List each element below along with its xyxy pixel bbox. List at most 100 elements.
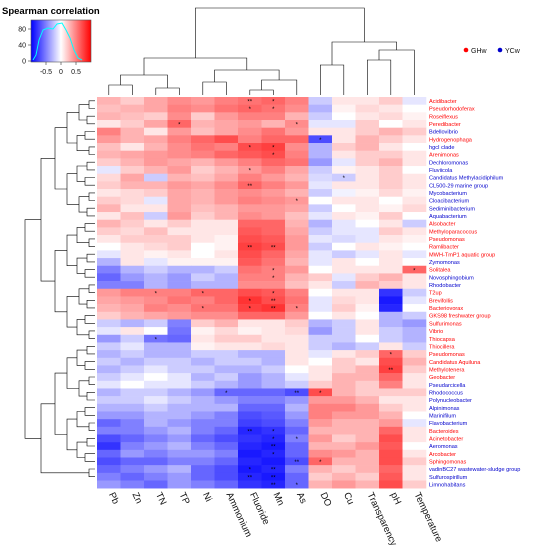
heatmap-cell xyxy=(285,104,309,113)
heatmap-cell xyxy=(120,204,145,213)
heatmap-cell xyxy=(379,143,403,151)
heatmap-cell xyxy=(214,396,239,405)
heatmap-cell xyxy=(167,396,192,405)
heatmap-cell xyxy=(332,120,356,128)
heatmap-cell xyxy=(191,442,215,451)
significance-star: * xyxy=(249,107,252,113)
heatmap-cell xyxy=(97,373,121,382)
heatmap-cell xyxy=(238,189,262,198)
heatmap-cell xyxy=(191,158,215,167)
row-label: Cloacibacterium xyxy=(429,199,469,205)
heatmap-cell xyxy=(120,196,145,205)
row-label: Candidatus Methylacidiphilum xyxy=(429,176,504,182)
heatmap-cell xyxy=(167,357,192,366)
heatmap-cell xyxy=(120,480,145,489)
heatmap-cell xyxy=(355,388,380,397)
heatmap-cell xyxy=(144,457,168,466)
significance-star: * xyxy=(178,123,181,129)
density-tick-label: 0 xyxy=(22,59,26,66)
heatmap-cell xyxy=(191,327,215,336)
heatmap-cell xyxy=(214,373,239,382)
heatmap-cell xyxy=(332,97,356,105)
heatmap-cell xyxy=(144,365,168,374)
heatmap-cell xyxy=(97,304,121,313)
column-dendrogram-branch xyxy=(367,59,392,95)
heatmap-cell xyxy=(120,219,145,228)
significance-star: ** xyxy=(388,368,393,374)
heatmap-cell xyxy=(144,311,168,320)
row-label: Rhodobacter xyxy=(429,283,461,289)
heatmap-cell xyxy=(97,442,121,451)
heatmap-cell xyxy=(261,357,286,366)
heatmap-cell xyxy=(97,380,121,389)
heatmap-cell xyxy=(355,135,380,144)
significance-star: ** xyxy=(247,475,252,481)
heatmap-cell xyxy=(191,196,215,205)
heatmap-cell xyxy=(379,212,403,221)
heatmap-cell xyxy=(97,319,121,328)
heatmap-cell xyxy=(144,189,168,198)
heatmap-cell xyxy=(402,411,427,420)
heatmap-cell xyxy=(167,442,192,451)
heatmap-cell xyxy=(191,365,215,374)
heatmap-cell xyxy=(261,158,286,167)
column-dendrogram-branch xyxy=(320,64,345,95)
group-marker xyxy=(497,47,503,53)
heatmap-cell xyxy=(144,166,168,174)
heatmap-cell xyxy=(238,457,262,466)
heatmap-cell xyxy=(97,120,121,128)
heatmap-cell xyxy=(97,250,121,259)
heatmap-cell xyxy=(355,380,380,389)
heatmap-cell xyxy=(285,196,309,205)
heatmap-cell xyxy=(261,411,286,420)
heatmap-cell xyxy=(285,250,309,259)
heatmap-cell xyxy=(214,288,239,297)
heatmap-cell xyxy=(238,334,262,343)
heatmap-cell xyxy=(167,457,192,466)
heatmap-cell xyxy=(332,388,356,397)
heatmap-cell xyxy=(261,173,286,182)
heatmap-cell xyxy=(402,212,427,221)
heatmap-cell xyxy=(285,442,309,451)
heatmap-cell xyxy=(238,181,262,190)
heatmap-cell xyxy=(120,120,145,128)
significance-star: * xyxy=(319,138,322,144)
heatmap-cell xyxy=(214,227,239,236)
heatmap-cell xyxy=(402,112,427,121)
heatmap-cell xyxy=(285,472,309,481)
heatmap-cell xyxy=(308,480,333,489)
heatmap-cell xyxy=(167,242,192,251)
heatmap-cell xyxy=(167,196,192,205)
heatmap-cell xyxy=(355,250,380,259)
heatmap-cell xyxy=(379,158,403,167)
heatmap-cell xyxy=(191,403,215,412)
heatmap-cell xyxy=(167,350,192,359)
heatmap-cell xyxy=(167,449,192,458)
heatmap-cell xyxy=(379,97,403,105)
significance-star: * xyxy=(343,176,346,182)
significance-star: * xyxy=(249,169,252,175)
row-label: Limnohabitans xyxy=(429,482,466,488)
heatmap-cell xyxy=(238,173,262,182)
heatmap-cell xyxy=(332,181,356,190)
heatmap-cell xyxy=(214,296,239,305)
heatmap-cell xyxy=(191,219,215,228)
heatmap-cell xyxy=(214,357,239,366)
heatmap-cell xyxy=(261,296,286,305)
heatmap-cell xyxy=(332,212,356,221)
heatmap-cell xyxy=(285,304,309,313)
heatmap-cell xyxy=(214,419,239,428)
heatmap-cell xyxy=(332,449,356,458)
heatmap-cell xyxy=(261,196,286,205)
row-label: Fluviicola xyxy=(429,168,453,174)
row-dendrogram-branch xyxy=(86,253,95,263)
heatmap-cell xyxy=(97,258,121,267)
row-label: Bacteriovorax xyxy=(429,306,463,312)
heatmap-cell xyxy=(285,419,309,428)
row-label: hgcI clade xyxy=(429,145,455,151)
heatmap-cell xyxy=(261,181,286,190)
row-dendrogram-branch xyxy=(88,192,95,201)
heatmap-cell xyxy=(402,480,427,489)
heatmap-cell xyxy=(332,442,356,451)
